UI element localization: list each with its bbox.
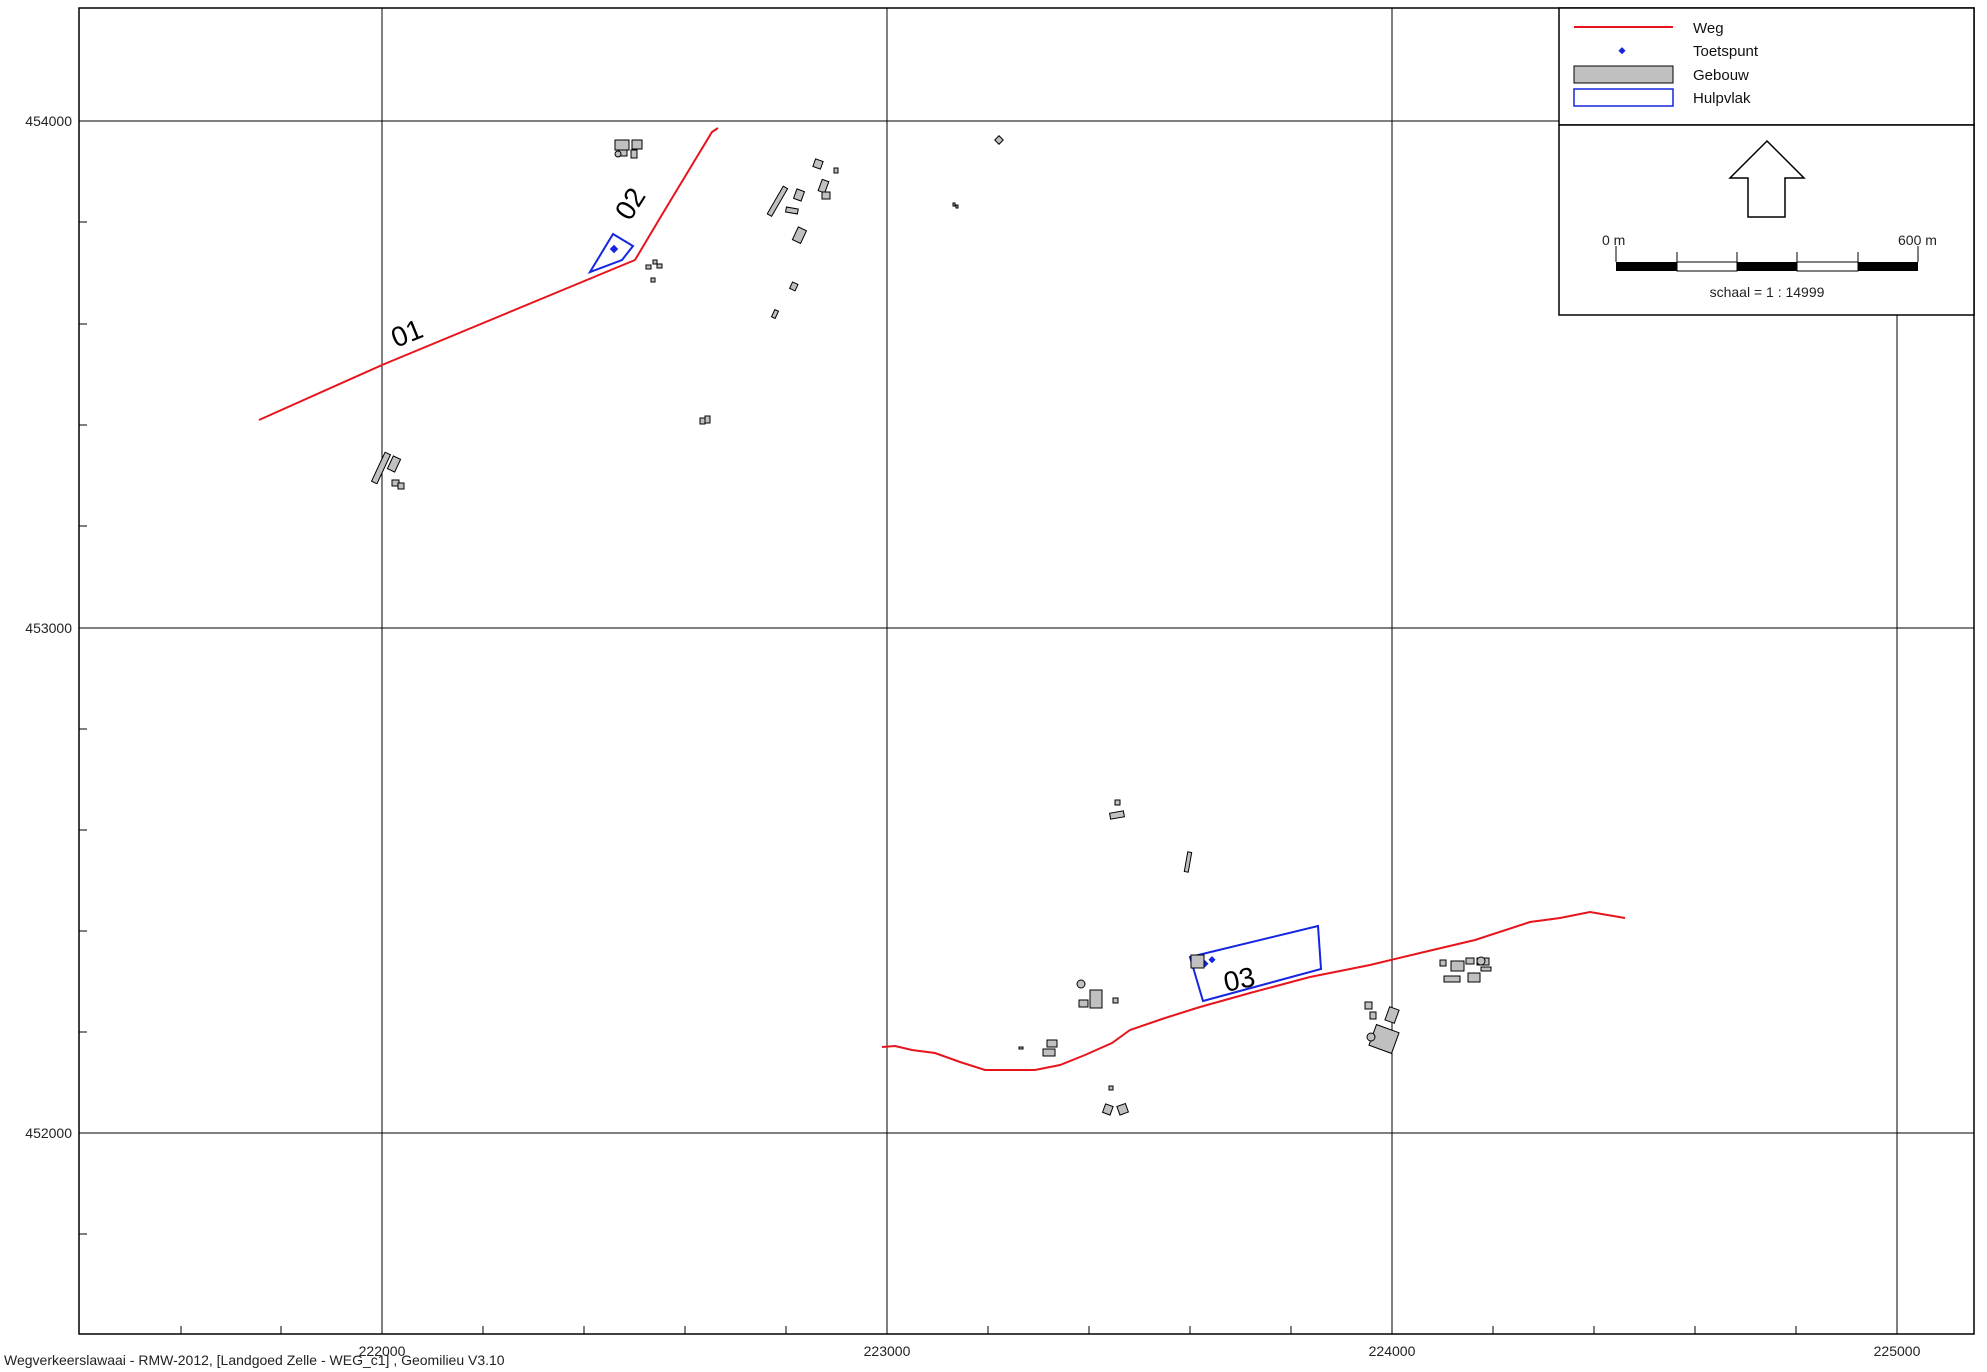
building (994, 135, 1004, 145)
building (1366, 1032, 1376, 1042)
hulpvlak (587, 232, 1323, 1003)
building (1369, 1011, 1377, 1020)
scalebar-segment (1676, 261, 1738, 272)
legend-label-toetspunt: Toetspunt (1693, 43, 1759, 60)
building (1046, 1039, 1058, 1048)
x-tick-label: 225000 (1874, 1343, 1921, 1359)
building (833, 167, 839, 174)
building (631, 139, 643, 150)
building (1108, 1085, 1114, 1091)
road-02 (634, 127, 719, 261)
scalebar-start-label: 0 m (1602, 232, 1625, 248)
y-tick-label: 452000 (25, 1125, 72, 1141)
scalebar-segment (1616, 262, 1677, 271)
building (766, 185, 789, 218)
scalebar-segment (1796, 261, 1859, 272)
x-tick-label: 224000 (1369, 1343, 1416, 1359)
building (1480, 966, 1492, 972)
building (650, 277, 656, 283)
north-arrow-icon (1728, 139, 1806, 218)
building (792, 188, 806, 202)
building (1076, 979, 1086, 989)
building (1190, 954, 1205, 969)
building (1476, 956, 1486, 966)
scale-text: schaal = 1 : 14999 (1710, 284, 1825, 300)
building (704, 415, 711, 424)
building (1450, 960, 1465, 972)
building (614, 139, 630, 151)
building (1078, 999, 1089, 1008)
legend-hulpvlak-symbol (1573, 88, 1674, 107)
building (630, 149, 638, 159)
building (1116, 1102, 1130, 1116)
legend-building-symbol (1573, 65, 1674, 84)
legend-label-hulpvlak: Hulpvlak (1693, 90, 1751, 107)
building (1101, 1103, 1114, 1116)
road-label-03: 03 (1221, 961, 1258, 998)
building (1089, 989, 1103, 1009)
building (788, 281, 799, 292)
building (952, 202, 956, 207)
x-tick-label: 223000 (864, 1343, 911, 1359)
building (770, 308, 780, 320)
building (817, 178, 830, 194)
building (1443, 975, 1461, 983)
hulpvlak-02 (587, 232, 635, 274)
building (1364, 1001, 1373, 1010)
scalebar-segment (1858, 262, 1918, 271)
scale-box: 0 m 600 m schaal = 1 : 14999 (1558, 124, 1975, 316)
road-03 (881, 910, 1626, 1071)
building (656, 263, 663, 269)
building (1384, 1006, 1400, 1024)
legend-label-weg: Weg (1693, 20, 1724, 37)
building (1109, 810, 1125, 820)
building (821, 191, 831, 200)
building (386, 455, 402, 473)
scalebar-end-label: 600 m (1898, 232, 1937, 248)
building (784, 206, 799, 215)
building (1018, 1046, 1024, 1050)
minor-ticks (79, 221, 1797, 1334)
scalebar-segment (1737, 262, 1797, 271)
x-tick-label: 222000 (359, 1343, 406, 1359)
building (397, 482, 405, 490)
building (955, 204, 959, 209)
buildings (370, 135, 1492, 1116)
building (370, 451, 392, 485)
y-tick-label: 454000 (25, 113, 72, 129)
building (645, 264, 652, 270)
legend: Weg Toetspunt Gebouw Hulpvlak (1558, 7, 1975, 126)
building (1467, 972, 1481, 983)
building (1114, 799, 1121, 806)
building (1465, 957, 1475, 965)
footer-caption: Wegverkeerslawaai - RMW-2012, [Landgoed … (4, 1352, 505, 1368)
legend-label-gebouw: Gebouw (1693, 67, 1749, 84)
building (1042, 1048, 1056, 1057)
building (1183, 851, 1193, 873)
y-tick-label: 453000 (25, 620, 72, 636)
building (1439, 959, 1447, 967)
building (1112, 997, 1119, 1004)
building (791, 226, 808, 245)
grid (79, 8, 1974, 1334)
building (699, 417, 706, 425)
road-01 (258, 259, 636, 421)
building (652, 259, 658, 265)
hulpvlak-03 (1188, 924, 1323, 1003)
building (812, 158, 824, 170)
roads (258, 127, 1626, 1071)
building (614, 150, 622, 158)
